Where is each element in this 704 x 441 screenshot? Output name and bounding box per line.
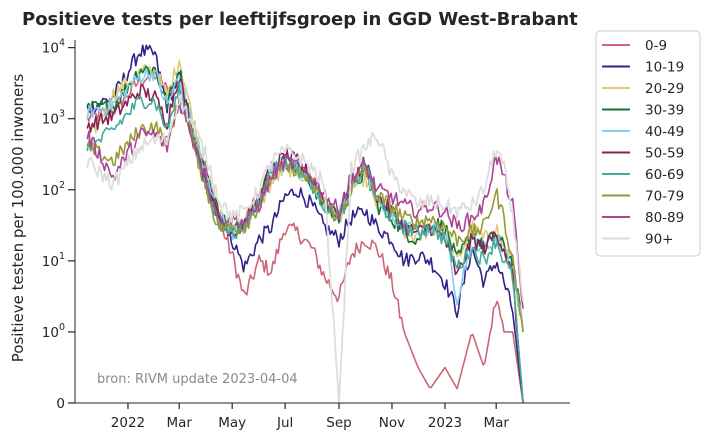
x-tick-label: Sep [326,415,351,431]
x-tick-label: 2023 [428,415,462,431]
x-tick-label: Mar [483,415,509,431]
legend-label: 10-19 [645,60,684,76]
y-axis-label: Positieve testen per 100.000 inwoners [9,74,27,363]
y-tick-label: 101 [42,251,65,270]
legend-label: 70-79 [645,189,684,205]
series-line-0-9 [86,68,524,404]
series-line-90+ [86,93,524,404]
x-tick-label: 2022 [111,415,145,431]
legend-label: 80-89 [645,210,684,226]
chart-title: Positieve tests per leeftijfsgroep in GG… [22,9,578,30]
y-tick-label: 102 [42,180,65,199]
series-line-70-79 [86,102,524,333]
legend: 0-9 10-19 20-29 30-39 40-49 50-59 60-69 70-79 80… [595,30,701,257]
y-tick-label: 103 [42,109,65,128]
legend-label: 90+ [645,232,674,248]
legend-label: 0-9 [645,38,667,54]
y-tick-label: 100 [42,322,65,341]
y-tick-label: 104 [42,38,65,57]
x-tick-label: May [218,415,246,431]
legend-label: 20-29 [645,81,684,97]
series-line-10-19 [86,44,524,404]
series-line-40-49 [86,68,524,332]
x-tick-label: Nov [379,415,405,431]
legend-label: 60-69 [645,167,684,183]
y-axis: 0 100 101 102 103 104 [42,38,76,412]
legend-label: 50-59 [645,146,684,162]
plot-lines [86,44,524,404]
x-tick-label: Mar [166,415,192,431]
y-tick-label: 0 [56,396,65,412]
legend-label: 40-49 [645,124,684,140]
x-axis: 2022 Mar May Jul Sep Nov 2023 Mar [75,402,570,431]
source-annotation: bron: RIVM update 2023-04-04 [97,372,298,387]
series-line-30-39 [86,65,524,332]
legend-label: 30-39 [645,103,684,119]
x-tick-label: Jul [276,415,293,431]
